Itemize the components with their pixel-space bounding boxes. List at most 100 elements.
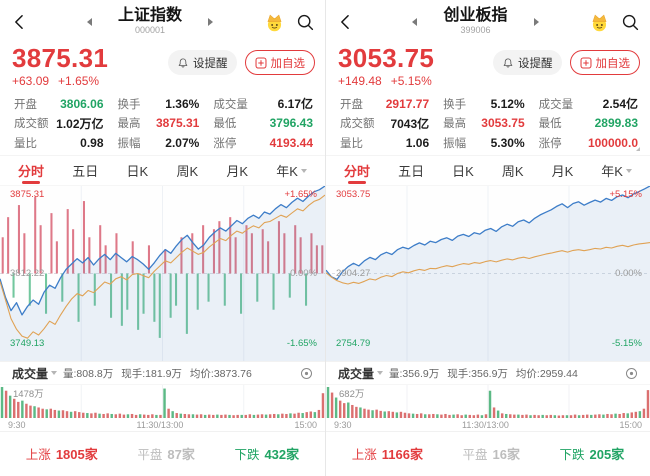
index-title: 创业板指 (443, 7, 508, 25)
add-watchlist-button[interactable]: 加自选 (244, 50, 315, 75)
tab-weekly-k[interactable]: 周K (501, 164, 524, 179)
header: 创业板指 399006 (326, 0, 650, 40)
volume-indicator-dropdown[interactable]: 成交量 (338, 365, 384, 382)
volume-chart-section[interactable]: 682万 9:30 11:30/13:00 15:00 (326, 385, 650, 431)
tab-intraday[interactable]: 分时 (344, 156, 370, 185)
time-tick-close: 15:00 (619, 419, 642, 430)
panel-chinext-index: 创业板指 399006 3053.75 +149.48 +5.15% (325, 0, 650, 476)
volume-current: 现手:356.9万 (447, 367, 508, 380)
volume-bars[interactable] (0, 385, 325, 418)
advancers[interactable]: 上涨 1166家 (351, 446, 423, 462)
stat-amount: 成交额 1.02万亿 (14, 116, 104, 131)
tab-monthly-k[interactable]: 月K (551, 164, 574, 179)
add-box-icon (580, 57, 591, 68)
stat-low: 最低 2899.83 (538, 116, 638, 131)
volume-max-label: 682万 (339, 389, 365, 400)
stat-limitup: 涨停 4193.44 (213, 136, 313, 151)
stat-limitup: 涨停 100000.0 (538, 136, 640, 151)
tab-yearly-k[interactable]: 年K (276, 156, 307, 185)
current-price: 3875.31 (12, 42, 109, 73)
set-alert-label: 设提醒 (518, 57, 553, 70)
volume-header: 成交量 量:808.8万 现手:181.9万 均价:3873.76 (0, 361, 325, 385)
intraday-chart[interactable]: 3875.31 3812.22 3749.13 +1.65% 0.00% -1.… (0, 186, 325, 361)
time-tick-open: 9:30 (8, 419, 26, 430)
crown-emoji-icon[interactable] (264, 12, 285, 33)
volume-total: 量:356.9万 (389, 367, 440, 380)
time-tick-noon: 11:30/13:00 (136, 419, 184, 430)
tab-yearly-k[interactable]: 年K (601, 156, 632, 185)
period-tab-bar: 分时 五日 日K 周K 月K 年K (0, 156, 325, 186)
truncated-marker (636, 146, 640, 151)
stat-turnover: 换手 1.36% (117, 96, 200, 111)
next-index-button[interactable] (208, 17, 213, 26)
prev-index-button[interactable] (86, 17, 92, 26)
tab-daily-k[interactable]: 日K (126, 164, 149, 179)
stat-volume: 成交量 2.54亿 (538, 97, 638, 112)
tab-weekly-k[interactable]: 周K (176, 164, 199, 179)
volume-bars[interactable] (326, 385, 650, 418)
volume-header: 成交量 量:356.9万 现手:356.9万 均价:2959.44 (326, 361, 650, 385)
stats-grid: 开盘 2917.77 换手 5.12% 成交量 2.54亿 成交额 7043亿 最高 30… (326, 92, 650, 156)
current-price: 3053.75 (338, 42, 435, 73)
caret-down-icon (625, 168, 632, 173)
bell-icon (178, 57, 188, 67)
unchanged[interactable]: 平盘 87家 (137, 446, 195, 462)
price-change-percent: +1.65% (58, 74, 100, 89)
prev-index-button[interactable] (412, 17, 418, 26)
intraday-chart[interactable]: 3053.75 2904.27 2754.79 +5.15% 0.00% -5.… (326, 186, 650, 361)
set-alert-button[interactable]: 设提醒 (168, 50, 237, 75)
stat-volratio: 量比 1.06 (340, 136, 430, 151)
index-title: 上证指数 (117, 7, 182, 25)
chevron-left-icon (15, 15, 23, 29)
caret-down-icon (300, 168, 307, 173)
volume-avg-price: 均价:3873.76 (189, 367, 252, 380)
back-button[interactable] (336, 12, 362, 32)
back-button[interactable] (10, 12, 36, 32)
volume-indicator-dropdown[interactable]: 成交量 (12, 365, 58, 382)
set-alert-button[interactable]: 设提醒 (493, 50, 562, 75)
tab-monthly-k[interactable]: 月K (226, 164, 249, 179)
add-watchlist-label: 加自选 (270, 57, 306, 70)
time-axis: 9:30 11:30/13:00 15:00 (0, 418, 325, 431)
period-tab-bar: 分时 五日 日K 周K 月K 年K (326, 156, 650, 186)
unchanged[interactable]: 平盘 16家 (462, 446, 520, 462)
index-code: 000001 (134, 25, 166, 36)
panel-shanghai-index: 上证指数 000001 3875.31 +63.09 +1.65% (0, 0, 325, 476)
volume-total: 量:808.8万 (63, 367, 114, 380)
tab-daily-k[interactable]: 日K (452, 164, 474, 179)
time-axis: 9:30 11:30/13:00 15:00 (326, 418, 650, 431)
tab-5day[interactable]: 五日 (398, 164, 425, 179)
search-icon[interactable] (621, 13, 640, 32)
tab-5day[interactable]: 五日 (72, 164, 99, 179)
market-breadth-bar: 上涨 1805家 平盘 87家 下跌 432家 (0, 431, 325, 476)
volume-current: 现手:181.9万 (121, 367, 182, 380)
next-index-button[interactable] (533, 17, 539, 26)
index-code: 399006 (460, 25, 491, 36)
crown-emoji-icon[interactable] (589, 12, 610, 33)
stat-turnover: 换手 5.12% (443, 96, 525, 111)
search-icon[interactable] (296, 13, 315, 32)
volume-avg-price: 均价:2959.44 (515, 367, 578, 380)
stat-amount: 成交额 7043亿 (340, 116, 430, 131)
caret-down-icon (377, 371, 384, 375)
price-change: +149.48 (338, 74, 382, 89)
tab-intraday[interactable]: 分时 (18, 156, 44, 185)
time-tick-open: 9:30 (334, 419, 352, 430)
decliners[interactable]: 下跌 432家 (234, 446, 300, 462)
header: 上证指数 000001 (0, 0, 325, 40)
time-tick-close: 15:00 (294, 419, 317, 430)
stat-amplitude: 振幅 5.30% (443, 136, 525, 151)
settings-icon[interactable] (300, 367, 313, 380)
volume-chart-section[interactable]: 1478万 9:30 11:30/13:00 15:00 (0, 385, 325, 431)
stats-grid: 开盘 3806.06 换手 1.36% 成交量 6.17亿 成交额 1.02万亿 最高 3… (0, 92, 325, 156)
settings-icon[interactable] (625, 367, 638, 380)
stat-volratio: 量比 0.98 (14, 136, 104, 151)
stat-high: 最高 3875.31 (117, 116, 200, 131)
volume-max-label: 1478万 (13, 389, 44, 400)
advancers[interactable]: 上涨 1805家 (25, 446, 98, 462)
add-watchlist-button[interactable]: 加自选 (569, 50, 640, 75)
decliners[interactable]: 下跌 205家 (559, 446, 625, 462)
time-tick-noon: 11:30/13:00 (462, 419, 509, 430)
stat-volume: 成交量 6.17亿 (213, 97, 313, 112)
